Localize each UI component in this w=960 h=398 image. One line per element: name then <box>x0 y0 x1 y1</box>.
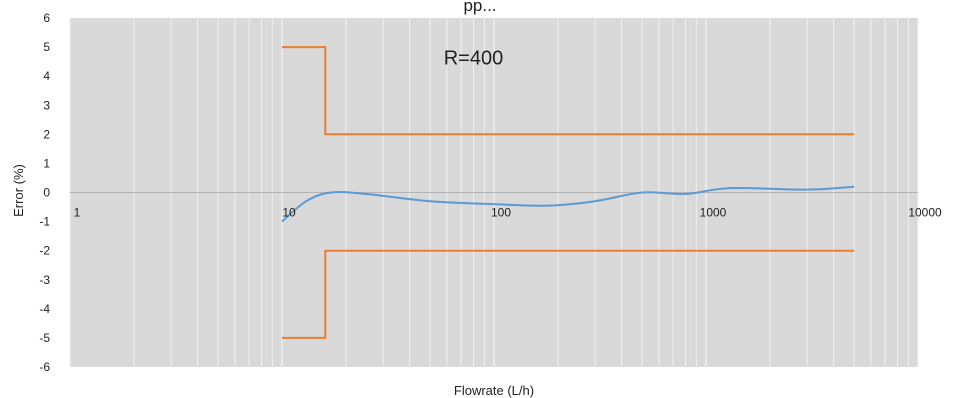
y-tick-label: -3 <box>39 273 50 287</box>
y-tick-label: -1 <box>39 215 50 229</box>
x-tick-labels: 1 10 100 1000 10000 <box>74 206 942 220</box>
y-tick-label: -2 <box>39 244 50 258</box>
y-tick-label: 6 <box>43 11 50 25</box>
x-tick-label: 100 <box>491 206 511 220</box>
annotations: R=400 <box>444 48 504 70</box>
y-tick-label: -4 <box>39 302 50 316</box>
y-tick-label: 5 <box>43 40 50 54</box>
series-measured-error <box>281 185 855 223</box>
series-lower-limit <box>282 249 855 339</box>
y-tick-label: 0 <box>43 186 50 200</box>
y-tick-label: 1 <box>43 156 50 170</box>
y-tick-label: -5 <box>39 331 50 345</box>
series-upper-limit <box>282 46 855 136</box>
y-axis-title: Error (%) <box>11 164 26 217</box>
x-axis-title: Flowrate (L/h) <box>454 383 534 398</box>
x-tick-label: 1000 <box>700 206 727 220</box>
annotation-label: R=400 <box>444 48 504 70</box>
x-tick-label: 10000 <box>908 206 942 220</box>
y-tick-labels: -6 -5 -4 -3 -2 -1 0 1 2 3 4 5 6 <box>39 11 50 374</box>
y-tick-label: 3 <box>43 98 50 112</box>
x-tick-label: 1 <box>74 206 81 220</box>
y-tick-label: -6 <box>39 360 50 374</box>
x-tick-label: 10 <box>282 206 296 220</box>
series-layer <box>281 46 855 339</box>
y-tick-label: 2 <box>43 127 50 141</box>
y-tick-label: 4 <box>43 69 50 83</box>
top-caption: pp... <box>463 0 497 15</box>
